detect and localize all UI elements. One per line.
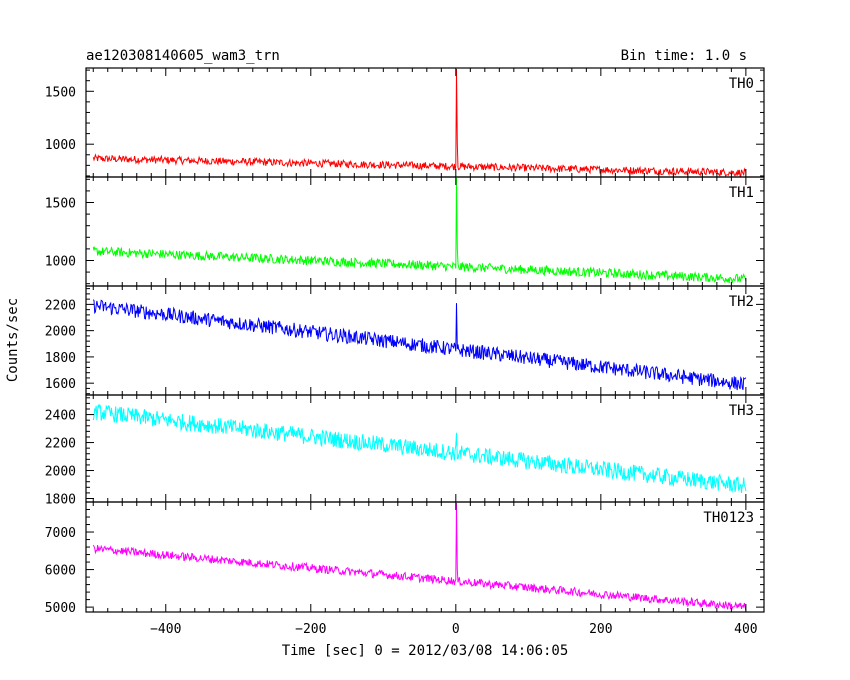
panel-frame [85,501,765,613]
x-tick-label: 200 [589,622,612,637]
y-tick-label: 1800 [45,351,76,366]
series-th3 [92,403,747,494]
panel-frame [85,176,765,287]
panel-label: TH0 [729,76,754,92]
y-tick-label: 2200 [45,437,76,452]
y-axis-label: Counts/sec [5,298,21,382]
panel-label: TH2 [729,294,754,310]
y-tick-label: 2400 [45,409,76,424]
panel-th0: 1000 1500 TH0 [45,67,765,178]
series-th2 [92,299,747,391]
panel-th3: 1800 2000 2200 2400 TH3 [45,394,765,508]
series-th1 [92,177,747,284]
y-tick-label: 2200 [45,298,76,313]
panel-label: TH1 [729,185,754,201]
x-tick-label: 0 [452,622,460,637]
panel-label: TH3 [729,403,754,419]
y-tick-label: 1000 [45,254,76,269]
y-tick-label: 1000 [45,138,76,153]
x-tick-label: −400 [150,622,181,637]
x-tick-label: −200 [295,622,326,637]
y-tick-label: 2000 [45,465,76,480]
panel-frame [85,67,765,178]
panel-frame [85,285,765,396]
y-tick-label: 1500 [45,197,76,212]
panels: 1000 1500 TH0 1000 1500 TH1 1600 1800 2000 2200 TH… [45,67,765,616]
panel-label: TH0123 [703,510,754,526]
x-tick-label: 400 [734,622,757,637]
panel-th0123: 5000 6000 7000 TH0123 [45,501,765,616]
y-tick-label: 6000 [45,564,76,579]
y-tick-label: 2000 [45,325,76,340]
x-axis: −400 −200 0 200 400 [150,622,758,637]
y-tick-label: 1500 [45,85,76,100]
y-tick-label: 1600 [45,377,76,392]
panel-th2: 1600 1800 2000 2200 TH2 [45,285,765,396]
bin-time-label: Bin time: 1.0 s [621,48,747,64]
series-th0123 [92,502,747,611]
x-axis-label: Time [sec] 0 = 2012/03/08 14:06:05 [282,643,569,659]
y-tick-label: 5000 [45,601,76,616]
y-tick-label: 1800 [45,493,76,508]
series-th0 [92,68,747,177]
chart-title: ae120308140605_wam3_trn [86,48,280,64]
panel-th1: 1000 1500 TH1 [45,176,765,287]
y-tick-label: 7000 [45,526,76,541]
